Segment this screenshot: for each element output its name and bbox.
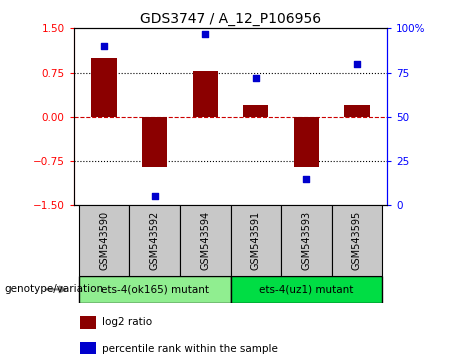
Bar xyxy=(79,205,130,276)
Title: GDS3747 / A_12_P106956: GDS3747 / A_12_P106956 xyxy=(140,12,321,26)
Point xyxy=(252,75,260,81)
Text: genotype/variation: genotype/variation xyxy=(5,284,104,295)
Point xyxy=(353,61,361,67)
Bar xyxy=(294,117,319,167)
Bar xyxy=(243,105,268,117)
Text: percentile rank within the sample: percentile rank within the sample xyxy=(102,344,278,354)
Bar xyxy=(180,205,230,276)
Bar xyxy=(344,105,370,117)
Point xyxy=(151,194,158,199)
Bar xyxy=(79,276,230,303)
Text: GSM543591: GSM543591 xyxy=(251,211,261,270)
Bar xyxy=(91,58,117,117)
Bar xyxy=(80,316,96,329)
Point xyxy=(100,43,108,49)
Text: GSM543590: GSM543590 xyxy=(99,211,109,270)
Bar xyxy=(281,205,331,276)
Bar xyxy=(142,117,167,167)
Text: ets-4(ok165) mutant: ets-4(ok165) mutant xyxy=(100,284,209,295)
Bar xyxy=(230,276,382,303)
Text: ets-4(uz1) mutant: ets-4(uz1) mutant xyxy=(259,284,354,295)
Text: GSM543592: GSM543592 xyxy=(150,211,160,270)
Text: GSM543595: GSM543595 xyxy=(352,211,362,270)
Bar xyxy=(193,71,218,117)
Bar xyxy=(130,205,180,276)
Text: GSM543593: GSM543593 xyxy=(301,211,311,270)
Bar xyxy=(80,342,96,354)
Point xyxy=(303,176,310,182)
Bar xyxy=(331,205,382,276)
Point xyxy=(201,31,209,36)
Bar xyxy=(230,205,281,276)
Text: GSM543594: GSM543594 xyxy=(200,211,210,270)
Text: log2 ratio: log2 ratio xyxy=(102,318,152,327)
